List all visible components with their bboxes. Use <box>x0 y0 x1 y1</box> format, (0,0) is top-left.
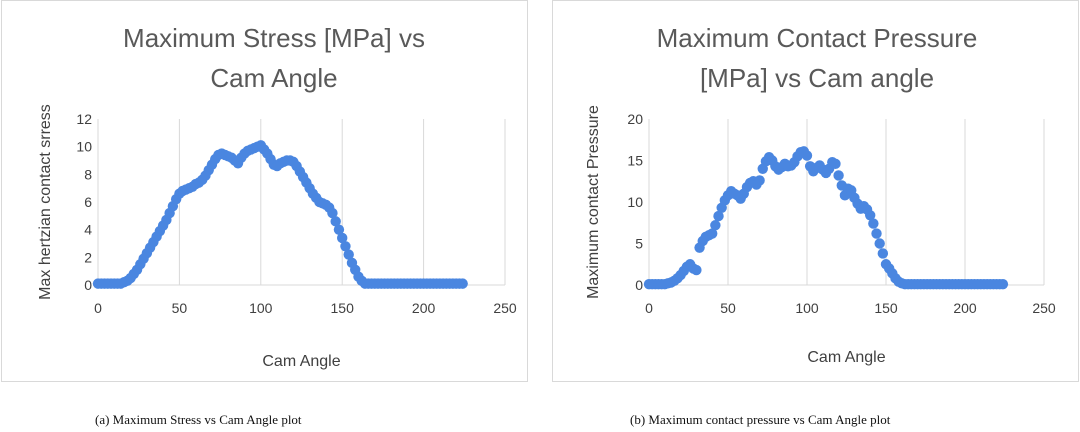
data-point <box>874 238 885 249</box>
chart-title-line: Maximum Stress [MPa] vs <box>123 23 425 53</box>
data-point <box>340 241 351 252</box>
x-tick-label: 250 <box>1032 300 1056 316</box>
data-point <box>710 220 721 231</box>
x-tick-label: 200 <box>412 300 436 316</box>
caption-b: (b) Maximum contact pressure vs Cam Angl… <box>630 412 891 427</box>
data-point <box>871 228 882 239</box>
data-point <box>801 150 813 161</box>
x-tick-label: 150 <box>874 300 898 316</box>
data-point <box>337 232 348 244</box>
data-point <box>343 249 354 260</box>
y-tick-label: 0 <box>635 277 643 293</box>
y-axis-label: Maximum contact Pressure <box>585 105 602 299</box>
chart-title-line: Maximum Contact Pressure <box>657 23 978 53</box>
x-tick-label: 100 <box>795 300 819 316</box>
y-tick-label: 4 <box>84 222 92 238</box>
y-axis-label: Max hertzian contact srress <box>37 104 54 300</box>
y-tick-label: 5 <box>635 236 643 252</box>
data-point <box>833 170 844 181</box>
chart-title-line: [MPa] vs Cam angle <box>700 63 934 93</box>
x-tick-label: 0 <box>645 300 653 316</box>
data-point <box>754 175 765 186</box>
data-point <box>997 278 1009 290</box>
x-tick-label: 100 <box>249 300 273 316</box>
x-tick-label: 50 <box>720 300 736 316</box>
chart-title-line: Cam Angle <box>210 63 337 93</box>
data-point <box>333 224 345 235</box>
data-point <box>327 207 338 219</box>
data-point <box>330 216 341 227</box>
y-tick-label: 0 <box>84 277 92 293</box>
chart-b-svg: Maximum Contact Pressure [MPa] vs Cam ang… <box>585 23 1056 366</box>
y-tick-label: 10 <box>76 139 92 155</box>
x-axis-label: Cam Angle <box>807 349 885 366</box>
y-tick-label: 10 <box>627 194 643 210</box>
data-point <box>877 248 889 259</box>
data-point <box>707 228 718 239</box>
x-tick-label: 250 <box>493 300 517 316</box>
x-tick-label: 150 <box>331 300 355 316</box>
x-tick-label: 200 <box>953 300 977 316</box>
y-tick-label: 20 <box>627 111 643 127</box>
x-tick-label: 50 <box>172 300 188 316</box>
y-tick-label: 8 <box>84 166 92 182</box>
y-tick-label: 2 <box>84 249 92 265</box>
data-point <box>457 278 468 289</box>
x-tick-label: 0 <box>94 300 102 316</box>
chart-panel-a: Maximum Stress [MPa] vs Cam Angle 0 50 100 15… <box>1 0 528 382</box>
data-point <box>830 158 841 170</box>
data-point <box>713 210 724 222</box>
data-point <box>691 264 702 276</box>
data-point <box>868 218 879 229</box>
y-tick-label: 6 <box>84 194 92 210</box>
data-point <box>865 210 876 221</box>
chart-panel-b: Maximum Contact Pressure [MPa] vs Cam ang… <box>552 0 1079 382</box>
y-tick-label: 12 <box>76 111 92 127</box>
x-axis-label: Cam Angle <box>262 353 340 370</box>
caption-a: (a) Maximum Stress vs Cam Angle plot <box>95 412 302 427</box>
y-tick-label: 15 <box>627 153 643 169</box>
